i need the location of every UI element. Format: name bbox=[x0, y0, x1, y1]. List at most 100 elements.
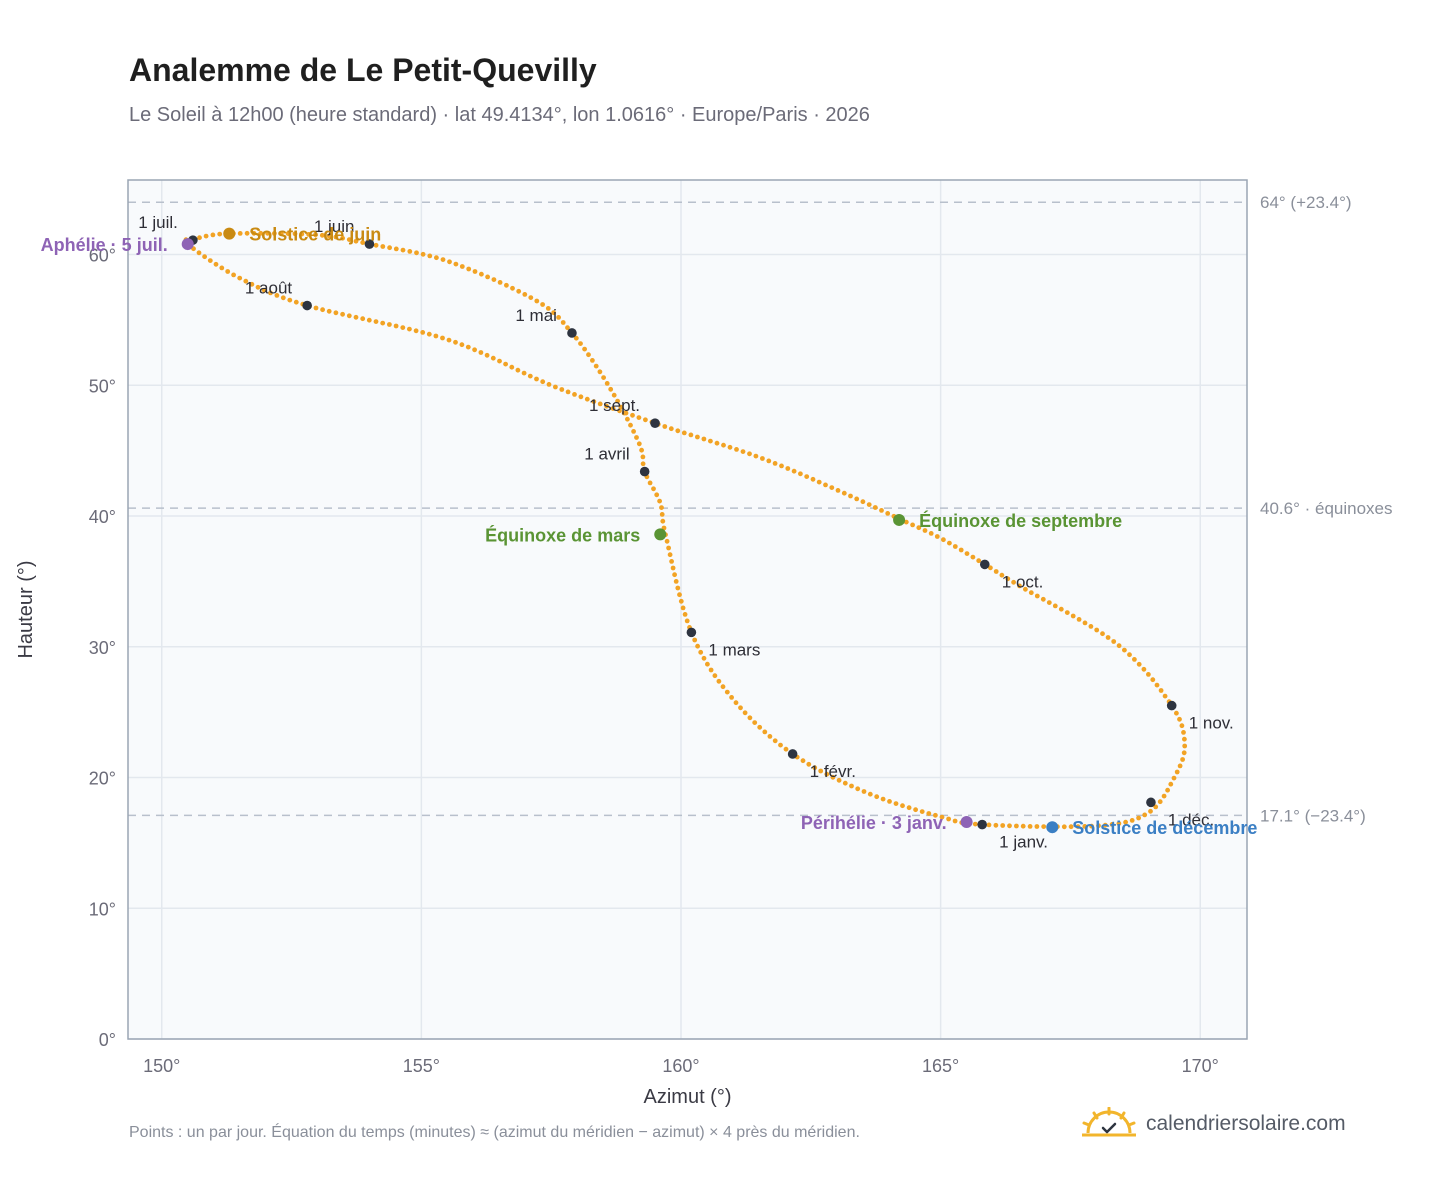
day-dot bbox=[244, 230, 250, 236]
day-dot bbox=[1094, 627, 1100, 633]
day-dot bbox=[848, 493, 853, 499]
day-dot bbox=[1061, 824, 1067, 830]
day-dot bbox=[672, 572, 677, 578]
day-dot bbox=[952, 818, 958, 824]
month-marker bbox=[787, 749, 798, 759]
y-tick-label: 10° bbox=[89, 899, 116, 919]
day-dot bbox=[714, 440, 720, 446]
day-dot bbox=[952, 544, 958, 549]
day-dot bbox=[578, 394, 584, 400]
day-dot bbox=[1141, 666, 1147, 672]
day-dot bbox=[610, 406, 616, 411]
day-dot bbox=[1028, 590, 1034, 596]
event-marker bbox=[1046, 821, 1059, 834]
day-dot bbox=[1179, 723, 1185, 729]
day-dot bbox=[320, 307, 325, 313]
day-dot bbox=[440, 257, 446, 262]
day-dot bbox=[590, 358, 595, 363]
day-dot bbox=[407, 326, 412, 332]
day-dot bbox=[608, 386, 614, 392]
day-dot bbox=[903, 519, 909, 525]
day-dot bbox=[1058, 606, 1064, 612]
day-dot bbox=[861, 789, 867, 794]
day-dot bbox=[1122, 647, 1127, 653]
day-dot bbox=[472, 347, 477, 353]
month-marker bbox=[1166, 700, 1177, 711]
day-dot bbox=[578, 341, 583, 346]
day-dot bbox=[243, 278, 249, 284]
day-dot bbox=[913, 807, 918, 813]
day-dot bbox=[634, 435, 639, 440]
day-dot bbox=[636, 415, 642, 420]
day-dot bbox=[1005, 576, 1011, 582]
day-dot bbox=[407, 249, 413, 254]
day-dot bbox=[617, 408, 622, 414]
month-label: 1 juil. bbox=[138, 213, 178, 232]
day-dot bbox=[1171, 775, 1177, 781]
day-dot bbox=[556, 315, 561, 320]
day-dot bbox=[597, 401, 603, 407]
day-dot bbox=[219, 265, 225, 271]
day-dot bbox=[666, 545, 671, 551]
month-label: 1 oct. bbox=[1002, 572, 1044, 591]
day-dot bbox=[1023, 586, 1028, 592]
day-dot bbox=[1127, 652, 1132, 658]
day-dot bbox=[1000, 823, 1006, 828]
day-dot bbox=[540, 379, 546, 385]
y-tick-label: 30° bbox=[89, 638, 116, 658]
month-marker bbox=[979, 559, 990, 570]
day-dot bbox=[849, 783, 854, 789]
brand[interactable]: calendriersolaire.com bbox=[1082, 1104, 1346, 1144]
day-dot bbox=[630, 412, 635, 418]
day-dot bbox=[947, 540, 952, 546]
day-dot bbox=[287, 297, 293, 303]
event-label: Périhélie · 3 janv. bbox=[801, 813, 947, 833]
day-dot bbox=[319, 232, 325, 238]
day-dot bbox=[265, 230, 270, 236]
x-tick-label: 150° bbox=[143, 1056, 180, 1076]
day-dot bbox=[522, 292, 528, 297]
day-dot bbox=[640, 454, 646, 460]
day-dot bbox=[360, 316, 366, 322]
day-dot bbox=[867, 791, 873, 797]
day-dot bbox=[640, 461, 646, 467]
day-dot bbox=[941, 537, 946, 543]
day-dot bbox=[393, 323, 399, 329]
day-dot bbox=[427, 253, 433, 259]
day-dot bbox=[1109, 822, 1115, 827]
day-dot bbox=[490, 355, 496, 361]
day-dot bbox=[440, 335, 445, 341]
day-dot bbox=[510, 285, 515, 291]
day-dot bbox=[812, 765, 818, 771]
day-dot bbox=[872, 505, 878, 510]
day-dot bbox=[1168, 781, 1174, 787]
month-marker bbox=[686, 627, 697, 638]
day-dot bbox=[249, 281, 255, 287]
month-marker bbox=[567, 328, 577, 338]
day-dot bbox=[830, 774, 836, 780]
day-dot bbox=[420, 330, 426, 335]
day-dot bbox=[964, 551, 970, 556]
day-dot bbox=[197, 235, 202, 241]
day-dot bbox=[698, 649, 704, 655]
day-dot bbox=[772, 461, 778, 466]
day-dot bbox=[747, 451, 752, 457]
day-dot bbox=[874, 794, 880, 800]
day-dot bbox=[752, 720, 758, 725]
day-dot bbox=[701, 655, 707, 661]
day-dot bbox=[733, 700, 739, 706]
day-dot bbox=[742, 710, 748, 716]
day-dot bbox=[485, 274, 490, 280]
day-dot bbox=[916, 525, 922, 531]
day-dot bbox=[625, 416, 630, 422]
day-dot bbox=[675, 428, 681, 434]
day-dot bbox=[453, 261, 459, 267]
day-dot bbox=[497, 358, 502, 364]
day-dot bbox=[274, 293, 280, 298]
day-dot bbox=[278, 231, 284, 236]
day-dot bbox=[213, 261, 219, 267]
day-dot bbox=[313, 232, 318, 238]
day-dot bbox=[1082, 620, 1088, 626]
day-dot bbox=[597, 369, 603, 375]
day-dot bbox=[611, 392, 617, 398]
